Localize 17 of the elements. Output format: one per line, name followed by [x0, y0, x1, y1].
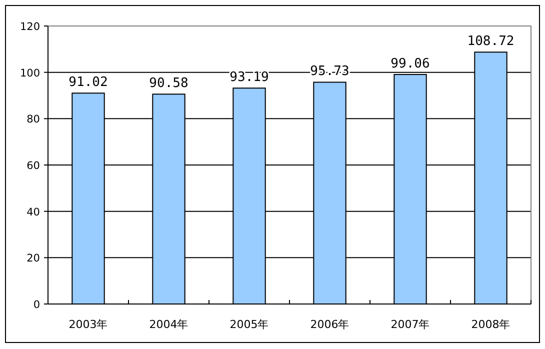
data-label: 99.06	[390, 56, 430, 72]
y-tick-label: 40	[26, 206, 40, 218]
x-tick-label: 2006年	[310, 318, 350, 331]
y-tick-label: 100	[20, 67, 40, 80]
data-label: 91.02	[68, 75, 108, 90]
x-tick-label: 2004年	[149, 318, 188, 331]
y-tick-label: 80	[26, 114, 40, 126]
y-tick-label: 60	[26, 160, 40, 172]
y-tick-label: 120	[20, 21, 40, 33]
y-tick-label: 0	[33, 299, 40, 311]
x-tick-label: 2005年	[230, 318, 269, 331]
x-tick-label: 2008年	[471, 318, 510, 331]
data-label: 108.72	[467, 34, 514, 50]
x-tick-label: 2003年	[68, 318, 108, 331]
x-tick-label: 2007年	[390, 318, 430, 331]
y-tick-label: 20	[26, 252, 40, 265]
data-label: 90.58	[149, 76, 188, 92]
